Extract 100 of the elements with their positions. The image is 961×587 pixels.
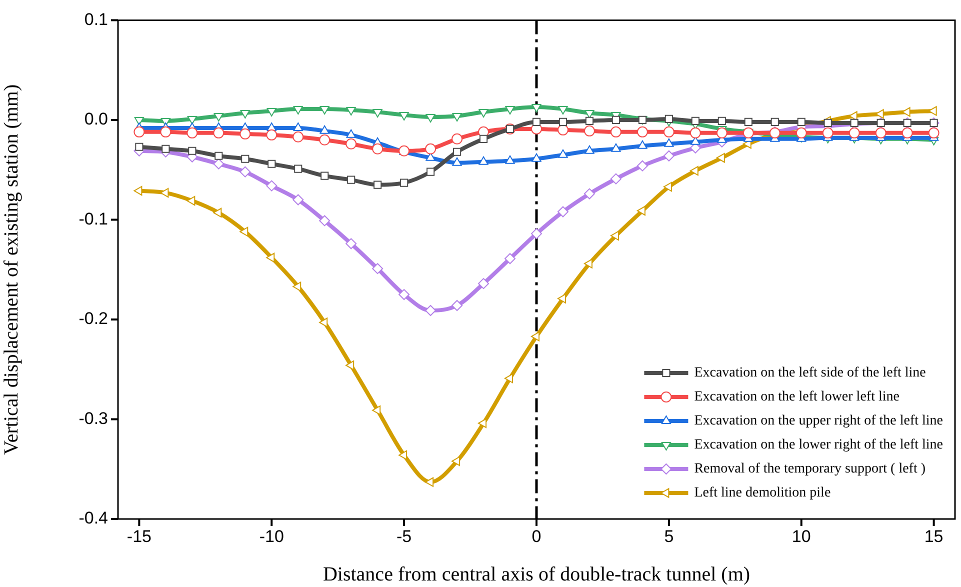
point <box>162 144 170 153</box>
point <box>374 180 382 189</box>
point <box>399 112 409 120</box>
point <box>426 168 435 176</box>
point <box>400 178 408 187</box>
y-axis-title: Vertical displacement of existing station (mm) <box>0 84 22 455</box>
point <box>453 148 462 156</box>
point <box>346 138 357 150</box>
point <box>479 134 488 143</box>
x-axis-title: Distance from central axis of double-track tunnel (m) <box>322 563 750 586</box>
point <box>558 106 568 114</box>
point <box>135 142 144 151</box>
point <box>452 300 463 312</box>
x-tick-label: 15 <box>924 526 944 546</box>
point <box>796 127 807 138</box>
point <box>241 154 250 163</box>
point <box>160 126 172 138</box>
point <box>557 294 566 304</box>
point <box>716 127 728 138</box>
point <box>584 110 594 118</box>
point <box>850 118 858 127</box>
point <box>691 116 700 125</box>
point <box>240 166 251 178</box>
point <box>426 114 436 122</box>
point <box>452 157 462 166</box>
point <box>902 127 913 138</box>
point <box>612 116 620 124</box>
point <box>770 118 779 126</box>
x-tick-label: 0 <box>532 526 542 546</box>
y-tick-label: -0.1 <box>78 209 108 228</box>
point <box>875 109 884 119</box>
point <box>610 173 622 184</box>
point <box>319 134 330 146</box>
point <box>213 208 222 218</box>
point <box>928 106 937 116</box>
y-tick-label: -0.3 <box>78 408 108 428</box>
point <box>690 127 701 138</box>
point <box>266 108 276 116</box>
point <box>292 131 304 142</box>
point <box>584 125 595 136</box>
legend-label: Excavation on the upper right of the left line <box>694 414 944 429</box>
x-tick-label: 10 <box>792 526 811 546</box>
point <box>134 186 142 196</box>
point <box>294 164 302 173</box>
point <box>532 118 541 126</box>
point <box>505 106 515 114</box>
point <box>213 127 224 138</box>
point <box>532 104 542 112</box>
legend-label: Excavation on the lower right of the left line <box>694 438 944 453</box>
legend-label: Excavation on the left side of the left line <box>694 366 926 381</box>
point <box>320 106 330 114</box>
legend-label: Removal of the temporary support ( left ) <box>694 462 926 477</box>
point <box>346 129 356 138</box>
point <box>346 106 356 116</box>
point <box>425 477 434 487</box>
point <box>293 122 303 131</box>
point <box>268 160 276 168</box>
point <box>531 332 540 342</box>
point <box>744 118 752 126</box>
point <box>664 114 673 123</box>
point <box>214 152 223 160</box>
point <box>478 278 490 290</box>
point <box>319 215 330 226</box>
point <box>636 206 646 216</box>
legend-label: Left line demolition pile <box>694 486 831 501</box>
legend-label: Excavation on the left lower left line <box>694 390 900 405</box>
point <box>504 374 514 384</box>
point <box>664 138 674 147</box>
x-tick-label: -5 <box>396 526 412 546</box>
point <box>663 126 674 138</box>
point <box>452 112 462 122</box>
point <box>557 206 568 218</box>
point <box>584 145 594 154</box>
point <box>902 107 910 117</box>
point <box>372 263 384 274</box>
point <box>347 176 356 184</box>
point <box>346 360 354 370</box>
y-tick-label: 0.1 <box>84 10 108 29</box>
y-tick-label: -0.4 <box>78 508 108 528</box>
point <box>240 110 250 118</box>
point <box>292 194 304 206</box>
point <box>452 456 460 466</box>
point <box>610 230 619 241</box>
point <box>425 143 436 154</box>
point <box>372 108 382 118</box>
point <box>213 158 224 170</box>
point <box>636 126 648 138</box>
point <box>320 172 329 180</box>
point <box>266 252 275 262</box>
point <box>690 166 698 176</box>
point <box>584 188 595 200</box>
point <box>611 143 621 152</box>
point <box>293 106 303 114</box>
point <box>848 127 860 138</box>
point <box>214 112 224 122</box>
point <box>505 155 515 164</box>
point <box>558 149 568 158</box>
point <box>558 118 568 126</box>
point <box>346 238 357 250</box>
point <box>584 258 592 268</box>
